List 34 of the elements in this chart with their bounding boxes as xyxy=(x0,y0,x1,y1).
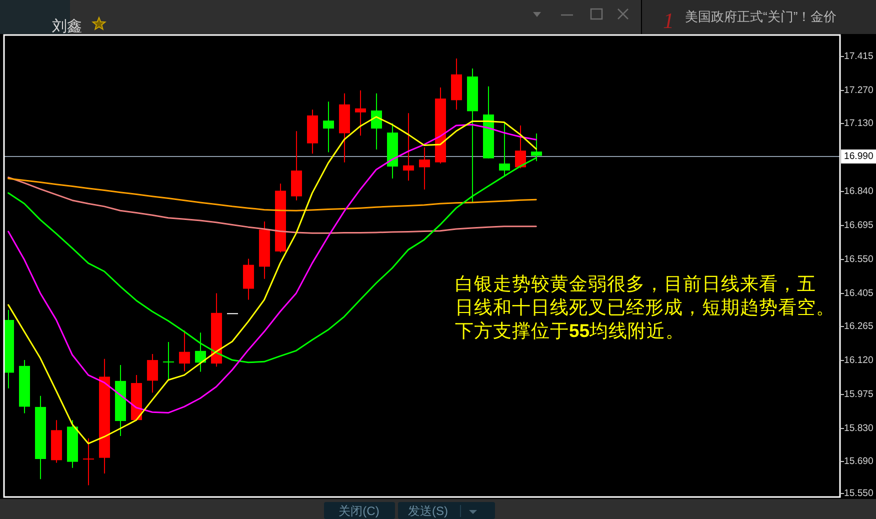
candlestick xyxy=(371,92,382,150)
y-tick-label: 16.695 xyxy=(844,220,874,231)
y-tick-label: 16.405 xyxy=(844,288,874,299)
button-send: 发送(S) xyxy=(398,502,495,519)
candlestick xyxy=(403,112,414,182)
y-tick-label: 15.830 xyxy=(844,423,874,434)
y-tick-label: 17.270 xyxy=(844,85,874,96)
annotation: 白银走势较黄金弱很多，目前日线来看，五日线和十日线死叉已经形成，短期趋势看空。下方支撑位于55均线附近。 xyxy=(455,273,835,341)
y-tick-label: 15.690 xyxy=(844,456,874,467)
y-tick-label: 17.130 xyxy=(844,118,874,129)
candlestick xyxy=(355,90,366,136)
current-price-label: 16.990 xyxy=(841,150,876,164)
candlestick xyxy=(163,341,174,380)
candlestick xyxy=(243,258,254,300)
text: 1 xyxy=(663,8,674,33)
y-tick-label: 16.840 xyxy=(844,186,874,197)
button-close: 关闭(C) xyxy=(324,502,395,519)
y-tick-label: 16.550 xyxy=(844,254,874,265)
y-tick-label: 16.265 xyxy=(844,321,874,332)
y-tick-label: 15.975 xyxy=(844,389,874,400)
y-tick-label: 16.120 xyxy=(844,355,874,366)
y-tick-label: 15.550 xyxy=(844,488,874,499)
candlestick xyxy=(515,125,526,169)
text: 美国政府正式“关门”！金价 xyxy=(685,9,837,24)
line-series xyxy=(8,178,537,212)
y-tick-label: 17.415 xyxy=(844,51,874,62)
line-series xyxy=(8,176,537,234)
ref-line-label: 16.990 xyxy=(844,151,874,162)
candlestick xyxy=(147,353,158,394)
candlestick xyxy=(83,438,94,486)
candlestick xyxy=(323,101,334,153)
candlestick xyxy=(179,330,190,372)
candlestick xyxy=(419,146,430,190)
chart-title: 刘鑫 xyxy=(52,18,82,35)
